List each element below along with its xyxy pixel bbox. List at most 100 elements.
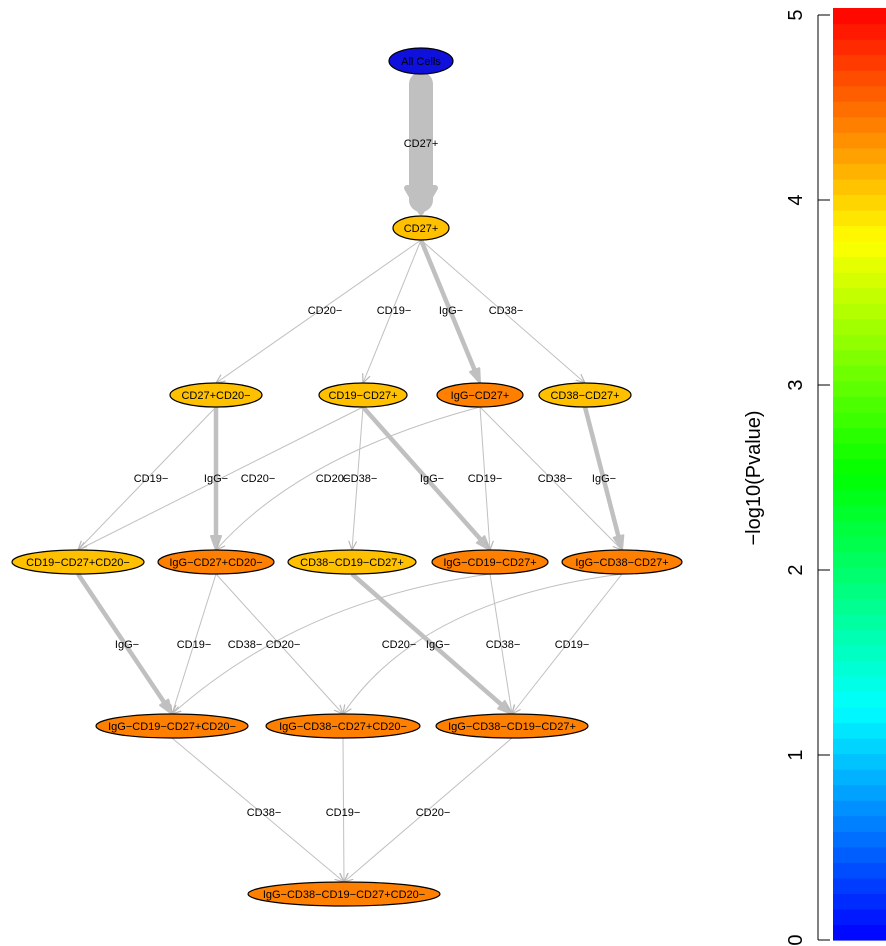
node-label: IgG−CD27+CD20− [169, 557, 262, 569]
color-scale-step [833, 908, 886, 926]
edge-cd19cd27cd20-to-iggcd19cd27cd20 [76, 572, 170, 709]
edge-arrowhead [469, 367, 481, 384]
color-scale-step [833, 675, 886, 693]
node-cd27[interactable]: CD27+ [392, 215, 450, 241]
color-scale-step [833, 256, 886, 273]
node-cd19cd27cd20[interactable]: CD19−CD27+CD20− [11, 549, 145, 575]
edge-cd19cd27-to-cd19cd27cd20 [78, 406, 364, 550]
color-scale-step [833, 349, 886, 366]
color-scale-step [833, 458, 886, 475]
node-iggcd27cd20[interactable]: IgG−CD27+CD20− [157, 549, 275, 575]
node-iggcd38cd27cd20[interactable]: IgG−CD38−CD27+CD20− [265, 713, 421, 739]
color-scale-step [833, 660, 886, 677]
node-label: CD27+CD20− [181, 390, 250, 402]
color-scale-tick-label: 3 [785, 379, 807, 390]
color-scale-step [833, 318, 886, 335]
color-scale-step [833, 862, 886, 879]
color-scale-step [833, 738, 886, 755]
node-shape [431, 549, 549, 575]
node-final[interactable]: IgG−CD38−CD19−CD27+CD20− [247, 881, 441, 907]
node-cd38cd27[interactable]: CD38−CD27+ [538, 382, 632, 408]
edge-arrowhead [404, 185, 438, 215]
edge-label: CD19− [468, 473, 503, 485]
edge-label: CD19− [377, 305, 412, 317]
node-iggcd19cd27[interactable]: IgG−CD19−CD27+ [431, 549, 549, 575]
edge-arrowhead [612, 534, 625, 551]
color-scale-step [833, 287, 886, 304]
color-scale-legend: 0 1 2 3 4 5 −log10(Pvalue) [743, 8, 886, 946]
edge-iggcd27cd20-to-iggcd38cd27cd20 [215, 573, 343, 714]
node-shape [392, 215, 450, 241]
edge-label: CD27+ [404, 138, 439, 150]
node-label: IgG−CD38−CD27+CD20− [279, 721, 407, 733]
color-scale-step [833, 225, 886, 242]
edge-cd38cd19cd27-to-iggcd38cd19cd27 [350, 572, 508, 711]
edge-iggcd27cd20-to-iggcd19cd27cd20 [172, 573, 217, 714]
edge-iggcd27-to-iggcd27cd20 [216, 406, 481, 550]
edge-iggcd38cd27-to-iggcd38cd27cd20 [343, 573, 623, 714]
color-scale-step [833, 784, 886, 801]
edge-label: CD20− [416, 807, 451, 819]
edge-label: IgG− [439, 305, 463, 317]
edge-label: CD20− [382, 639, 417, 651]
node-all[interactable]: All Cells [388, 47, 454, 75]
edge-cd38cd27-to-iggcd38cd27 [582, 406, 623, 543]
node-iggcd27[interactable]: IgG−CD27+ [436, 382, 524, 408]
color-scale-step [833, 831, 886, 848]
color-scale-step [833, 877, 886, 894]
color-scale-step [833, 722, 886, 739]
color-scale-step [833, 147, 886, 164]
color-scale-step [833, 85, 886, 102]
node-cd38cd19cd27[interactable]: CD38−CD19−CD27+ [287, 549, 417, 575]
edge-iggcd27-to-iggcd19cd27 [479, 406, 490, 550]
node-label: CD27+ [404, 223, 439, 235]
edge-cd27-to-cd19cd27 [363, 239, 422, 383]
edge-label: CD19− [555, 639, 590, 651]
node-cd19cd27[interactable]: CD19−CD27+ [318, 382, 408, 408]
node-shape [436, 382, 524, 408]
edge-iggcd19cd27-to-iggcd38cd19cd27 [489, 573, 512, 714]
color-scale-step [833, 209, 886, 227]
edge-cd27-to-cd27cd20 [216, 239, 422, 383]
edge-label: IgG− [204, 473, 228, 485]
node-label: IgG−CD38−CD19−CD27+CD20− [263, 889, 425, 901]
edge-iggcd19cd27-to-iggcd19cd27cd20 [172, 573, 491, 714]
edge-label: IgG− [115, 639, 139, 651]
color-scale-step [833, 893, 886, 910]
edge-label: CD38− [486, 639, 521, 651]
color-scale-step [833, 629, 886, 646]
color-scale-axis: 0 1 2 3 4 5 [785, 9, 830, 946]
edge-cd27-to-cd38cd27 [420, 239, 585, 383]
edge-label: CD19− [326, 807, 361, 819]
edge-label: CD20− [266, 639, 301, 651]
color-scale-tick-label: 2 [785, 564, 807, 575]
edge-cd27cd20-to-cd19cd27cd20 [78, 406, 217, 550]
color-scale-step [833, 54, 886, 71]
edge-arrowhead [159, 698, 173, 715]
node-shape [265, 713, 421, 739]
edge-cd27-to-iggcd27 [418, 239, 480, 377]
node-cd27cd20[interactable]: CD27+CD20− [169, 382, 263, 408]
color-scale-step [833, 489, 886, 506]
color-scale-step [833, 815, 886, 832]
node-iggcd38cd27[interactable]: IgG−CD38−CD27+ [561, 549, 683, 575]
color-scale-tick-label: 0 [785, 934, 807, 945]
node-shape [318, 382, 408, 408]
edge-label: CD19− [134, 473, 169, 485]
node-iggcd38cd19cd27[interactable]: IgG−CD38−CD19−CD27+ [435, 713, 589, 739]
color-scale-step [833, 442, 886, 460]
color-scale-step [833, 644, 886, 661]
color-scale-step [833, 39, 886, 56]
node-label: All Cells [401, 56, 441, 68]
edge-label: CD38− [489, 305, 524, 317]
color-scale-tick-label: 5 [785, 9, 807, 20]
color-scale-step [833, 8, 886, 25]
node-label: CD19−CD27+CD20− [26, 557, 130, 569]
edge-label: CD38− [228, 639, 263, 651]
node-shape [287, 549, 417, 575]
color-scale-step [833, 132, 886, 149]
node-shape [247, 881, 441, 907]
color-scale-step [833, 334, 886, 351]
node-label: IgG−CD27+ [451, 390, 510, 402]
node-iggcd19cd27cd20[interactable]: IgG−CD19−CD27+CD20− [95, 713, 249, 739]
